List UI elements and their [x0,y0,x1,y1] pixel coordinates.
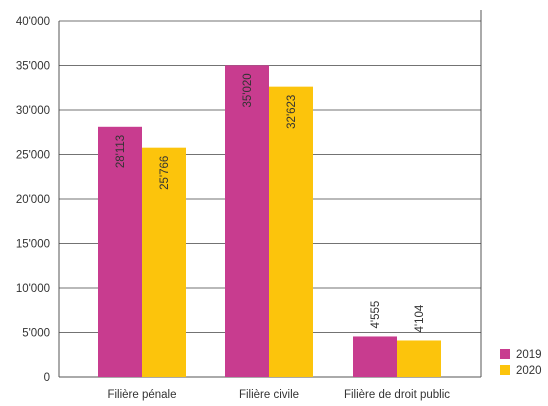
y-tick-label: 25'000 [16,150,50,162]
bar-2020-0 [142,147,186,377]
data-label-2019-1: 35'020 [242,73,254,107]
bars [98,65,441,378]
data-labels: 28'113 25'766 35'020 32'623 4'555 4'104 [115,73,426,332]
y-tick-label: 20'000 [16,194,50,206]
y-tick-label: 10'000 [16,283,50,295]
category-labels: Filière pénale Filière civile Filière de d… [107,389,450,401]
y-tick-label: 35'000 [16,61,50,73]
legend-swatch-2019 [500,349,510,359]
data-label-2020-2: 4'104 [414,304,426,332]
y-tick-label: 40'000 [16,16,50,28]
bar-2019-0 [98,126,142,377]
y-tick-label: 30'000 [16,105,50,117]
data-label-2019-0: 28'113 [115,135,127,168]
data-label-2020-0: 25'766 [159,156,171,190]
legend-swatch-2020 [500,365,510,375]
category-label-2: Filière de droit public [344,389,450,401]
legend-label-2019: 2019 [516,349,542,361]
bar-2020-1 [269,86,313,377]
y-tick-label: 0 [44,372,50,384]
bar-2019-1 [225,65,269,378]
data-label-2019-2: 4'555 [370,301,382,329]
y-ticks: 0 5'000 10'000 15'000 20'000 25'000 30'000 35'0… [16,16,481,384]
legend-label-2020: 2020 [516,365,542,377]
y-tick-label: 15'000 [16,239,50,251]
bar-2020-2 [397,340,441,377]
y-tick-label: 5'000 [22,328,50,340]
bar-2019-2 [353,336,397,377]
category-label-0: Filière pénale [107,389,176,401]
legend: 2019 2020 [500,349,542,377]
category-label-1: Filière civile [239,389,299,401]
data-label-2020-1: 32'623 [286,95,298,129]
